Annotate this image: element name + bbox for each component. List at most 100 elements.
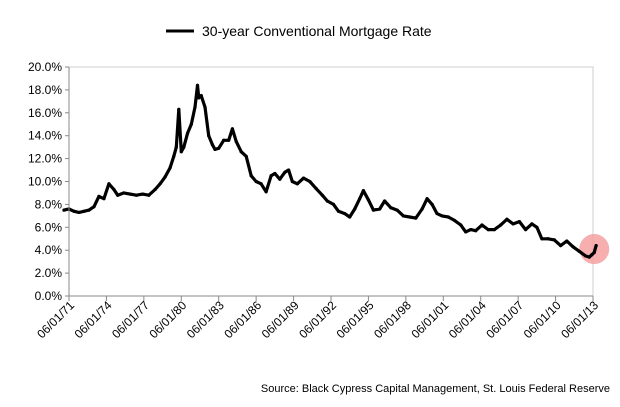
data-point: [207, 134, 211, 138]
data-point: [128, 192, 132, 196]
data-point: [420, 207, 424, 211]
data-point: [474, 229, 478, 233]
x-axis-ticks: 06/01/7106/01/7406/01/7706/01/8006/01/83…: [34, 296, 601, 341]
data-point: [358, 197, 362, 201]
x-tick-label: 06/01/77: [109, 298, 152, 341]
data-point: [195, 83, 200, 87]
data-point: [499, 223, 503, 227]
x-tick-label: 06/01/83: [184, 298, 227, 341]
data-point: [592, 250, 596, 255]
data-point: [540, 237, 544, 241]
data-point: [87, 208, 91, 212]
y-tick-label: 18.0%: [28, 83, 62, 97]
data-point: [290, 179, 294, 184]
data-point: [259, 182, 263, 186]
data-point: [587, 255, 591, 259]
data-point: [264, 190, 268, 194]
data-point: [565, 239, 569, 243]
data-point: [535, 225, 539, 229]
series-layer: [62, 83, 598, 259]
data-point: [182, 145, 186, 149]
data-point: [361, 189, 366, 193]
plot-area: [68, 66, 594, 297]
data-point: [77, 210, 81, 215]
plot-frame: [68, 66, 594, 297]
data-point: [227, 138, 231, 142]
data-point: [107, 182, 111, 186]
data-point: [430, 202, 434, 206]
y-tick-label: 4.0%: [35, 243, 63, 257]
data-point: [193, 105, 197, 109]
data-point: [590, 253, 594, 257]
data-point: [408, 215, 412, 219]
data-point: [505, 217, 509, 221]
data-point: [189, 122, 193, 126]
x-tick-label: 06/01/98: [371, 298, 414, 341]
data-point: [558, 244, 563, 248]
data-point: [116, 193, 120, 197]
data-point: [210, 143, 215, 147]
x-tick-label: 06/01/89: [259, 298, 302, 341]
data-point: [269, 174, 273, 178]
y-tick-label: 8.0%: [35, 197, 63, 211]
data-point: [62, 208, 66, 212]
data-point: [177, 107, 181, 111]
data-point: [348, 215, 352, 219]
data-point: [134, 193, 138, 197]
data-point: [331, 202, 336, 206]
data-point: [239, 150, 243, 154]
data-point: [383, 199, 387, 203]
data-point: [234, 139, 238, 144]
x-tick-label: 06/01/13: [558, 298, 601, 341]
data-point: [244, 154, 248, 158]
data-point: [163, 175, 167, 179]
data-point: [112, 187, 116, 192]
x-tick-label: 06/01/71: [34, 298, 77, 341]
data-point: [168, 166, 172, 170]
x-tick-label: 06/01/01: [408, 298, 451, 341]
data-point: [179, 150, 183, 154]
data-point: [480, 223, 484, 227]
data-point: [401, 214, 405, 218]
data-point: [571, 245, 575, 249]
data-point: [583, 254, 588, 258]
data-point: [295, 182, 299, 186]
data-point: [452, 218, 457, 223]
data-point: [286, 168, 291, 172]
data-point: [524, 227, 528, 232]
y-tick-label: 16.0%: [28, 106, 62, 120]
data-point: [72, 209, 76, 213]
data-point: [174, 145, 178, 149]
y-tick-label: 6.0%: [35, 220, 63, 234]
data-point: [82, 209, 86, 213]
data-point: [440, 214, 444, 218]
data-point: [459, 223, 463, 227]
data-point: [97, 194, 101, 198]
data-point: [546, 237, 550, 241]
data-point: [343, 211, 347, 216]
data-point: [308, 179, 312, 184]
data-point: [197, 96, 201, 100]
x-tick-label: 06/01/92: [296, 298, 339, 341]
legend: 30-year Conventional Mortgage Rate: [166, 23, 432, 39]
y-tick-label: 14.0%: [28, 129, 62, 143]
data-point: [325, 199, 329, 203]
source-note: Source: Black Cypress Capital Management…: [261, 383, 610, 395]
data-point: [320, 193, 324, 197]
data-point: [153, 187, 157, 192]
data-point: [486, 227, 490, 232]
data-point: [147, 193, 151, 197]
y-tick-label: 10.0%: [28, 175, 62, 189]
data-point: [254, 179, 258, 184]
data-point: [577, 249, 581, 253]
data-point: [552, 238, 556, 242]
data-point: [378, 207, 382, 211]
data-point: [203, 105, 207, 109]
data-point: [446, 215, 450, 219]
x-tick-label: 06/01/95: [334, 298, 377, 341]
x-tick-label: 06/01/80: [146, 298, 189, 341]
data-point: [273, 171, 277, 176]
data-point: [464, 230, 468, 234]
